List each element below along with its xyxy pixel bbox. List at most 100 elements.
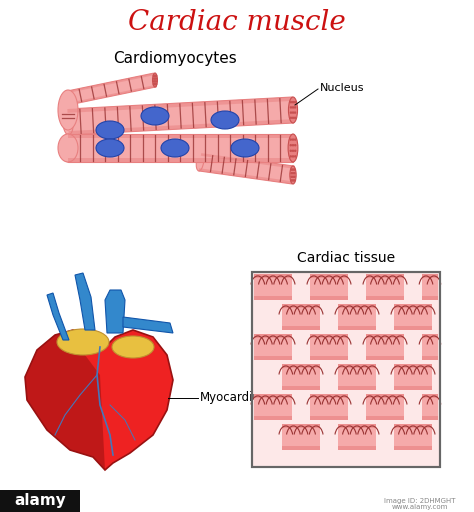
Polygon shape: [366, 296, 404, 300]
Ellipse shape: [290, 179, 293, 182]
Polygon shape: [366, 416, 404, 420]
Polygon shape: [310, 334, 348, 338]
Ellipse shape: [292, 155, 294, 158]
Polygon shape: [110, 335, 160, 390]
Polygon shape: [252, 272, 440, 467]
Polygon shape: [394, 304, 432, 330]
Text: www.alamy.com: www.alamy.com: [392, 504, 448, 510]
Polygon shape: [394, 364, 432, 390]
Polygon shape: [254, 334, 292, 360]
Polygon shape: [67, 97, 294, 135]
Polygon shape: [282, 326, 320, 330]
Text: Cardiomyocytes: Cardiomyocytes: [113, 51, 237, 66]
Polygon shape: [338, 424, 376, 428]
Polygon shape: [310, 274, 348, 300]
Polygon shape: [123, 317, 173, 333]
Ellipse shape: [290, 106, 292, 109]
Ellipse shape: [61, 107, 75, 113]
Polygon shape: [422, 394, 438, 398]
Polygon shape: [422, 274, 438, 278]
Polygon shape: [310, 394, 348, 398]
Polygon shape: [69, 85, 156, 105]
Polygon shape: [366, 394, 404, 420]
Ellipse shape: [292, 150, 294, 152]
Polygon shape: [67, 97, 292, 113]
Polygon shape: [422, 296, 438, 300]
Ellipse shape: [153, 73, 157, 87]
Ellipse shape: [293, 176, 296, 178]
Polygon shape: [310, 274, 348, 278]
Ellipse shape: [58, 90, 78, 130]
Ellipse shape: [112, 336, 154, 358]
Polygon shape: [201, 153, 294, 169]
Polygon shape: [366, 356, 404, 360]
Polygon shape: [394, 304, 432, 308]
Polygon shape: [282, 304, 320, 308]
Text: Cardiac tissue: Cardiac tissue: [297, 251, 395, 265]
Ellipse shape: [154, 80, 156, 82]
Polygon shape: [338, 326, 376, 330]
Ellipse shape: [161, 139, 189, 157]
Polygon shape: [394, 424, 432, 428]
Ellipse shape: [292, 111, 294, 114]
Polygon shape: [282, 386, 320, 390]
Polygon shape: [254, 394, 292, 420]
Polygon shape: [366, 274, 404, 300]
Text: Image ID: 2DHMGHT: Image ID: 2DHMGHT: [384, 498, 456, 504]
Ellipse shape: [293, 172, 296, 175]
Polygon shape: [47, 293, 69, 340]
Polygon shape: [105, 290, 125, 333]
Polygon shape: [254, 274, 292, 278]
Polygon shape: [199, 153, 294, 184]
Polygon shape: [394, 326, 432, 330]
Ellipse shape: [289, 97, 298, 123]
Ellipse shape: [231, 139, 259, 157]
Polygon shape: [366, 334, 404, 360]
Polygon shape: [394, 446, 432, 450]
Polygon shape: [366, 394, 404, 398]
Polygon shape: [254, 274, 292, 300]
Polygon shape: [310, 334, 348, 360]
Ellipse shape: [63, 109, 73, 135]
Ellipse shape: [153, 83, 155, 86]
Polygon shape: [422, 416, 438, 420]
Polygon shape: [254, 356, 292, 360]
Ellipse shape: [154, 77, 156, 80]
Ellipse shape: [292, 101, 294, 103]
Ellipse shape: [154, 75, 156, 77]
Ellipse shape: [290, 155, 292, 158]
Ellipse shape: [155, 80, 157, 82]
Polygon shape: [366, 334, 404, 338]
Polygon shape: [282, 304, 320, 330]
Ellipse shape: [96, 121, 124, 139]
Polygon shape: [282, 364, 320, 368]
Ellipse shape: [294, 117, 296, 119]
Ellipse shape: [57, 329, 109, 355]
Polygon shape: [338, 304, 376, 330]
Polygon shape: [25, 333, 105, 470]
Polygon shape: [310, 416, 348, 420]
Ellipse shape: [294, 138, 297, 141]
Ellipse shape: [292, 106, 294, 109]
Polygon shape: [338, 446, 376, 450]
Polygon shape: [282, 424, 320, 450]
Polygon shape: [282, 364, 320, 390]
Polygon shape: [338, 364, 376, 390]
Ellipse shape: [96, 139, 124, 157]
Polygon shape: [254, 394, 292, 398]
Polygon shape: [73, 110, 75, 122]
Ellipse shape: [294, 155, 297, 158]
Ellipse shape: [290, 172, 293, 175]
Ellipse shape: [292, 168, 294, 171]
Ellipse shape: [290, 166, 296, 184]
Ellipse shape: [290, 101, 292, 103]
Ellipse shape: [294, 106, 296, 109]
Ellipse shape: [292, 176, 294, 178]
Polygon shape: [68, 134, 293, 138]
Ellipse shape: [293, 168, 296, 171]
Ellipse shape: [292, 138, 294, 141]
Polygon shape: [366, 274, 404, 278]
Ellipse shape: [294, 150, 297, 152]
Polygon shape: [338, 364, 376, 368]
Ellipse shape: [153, 75, 155, 77]
